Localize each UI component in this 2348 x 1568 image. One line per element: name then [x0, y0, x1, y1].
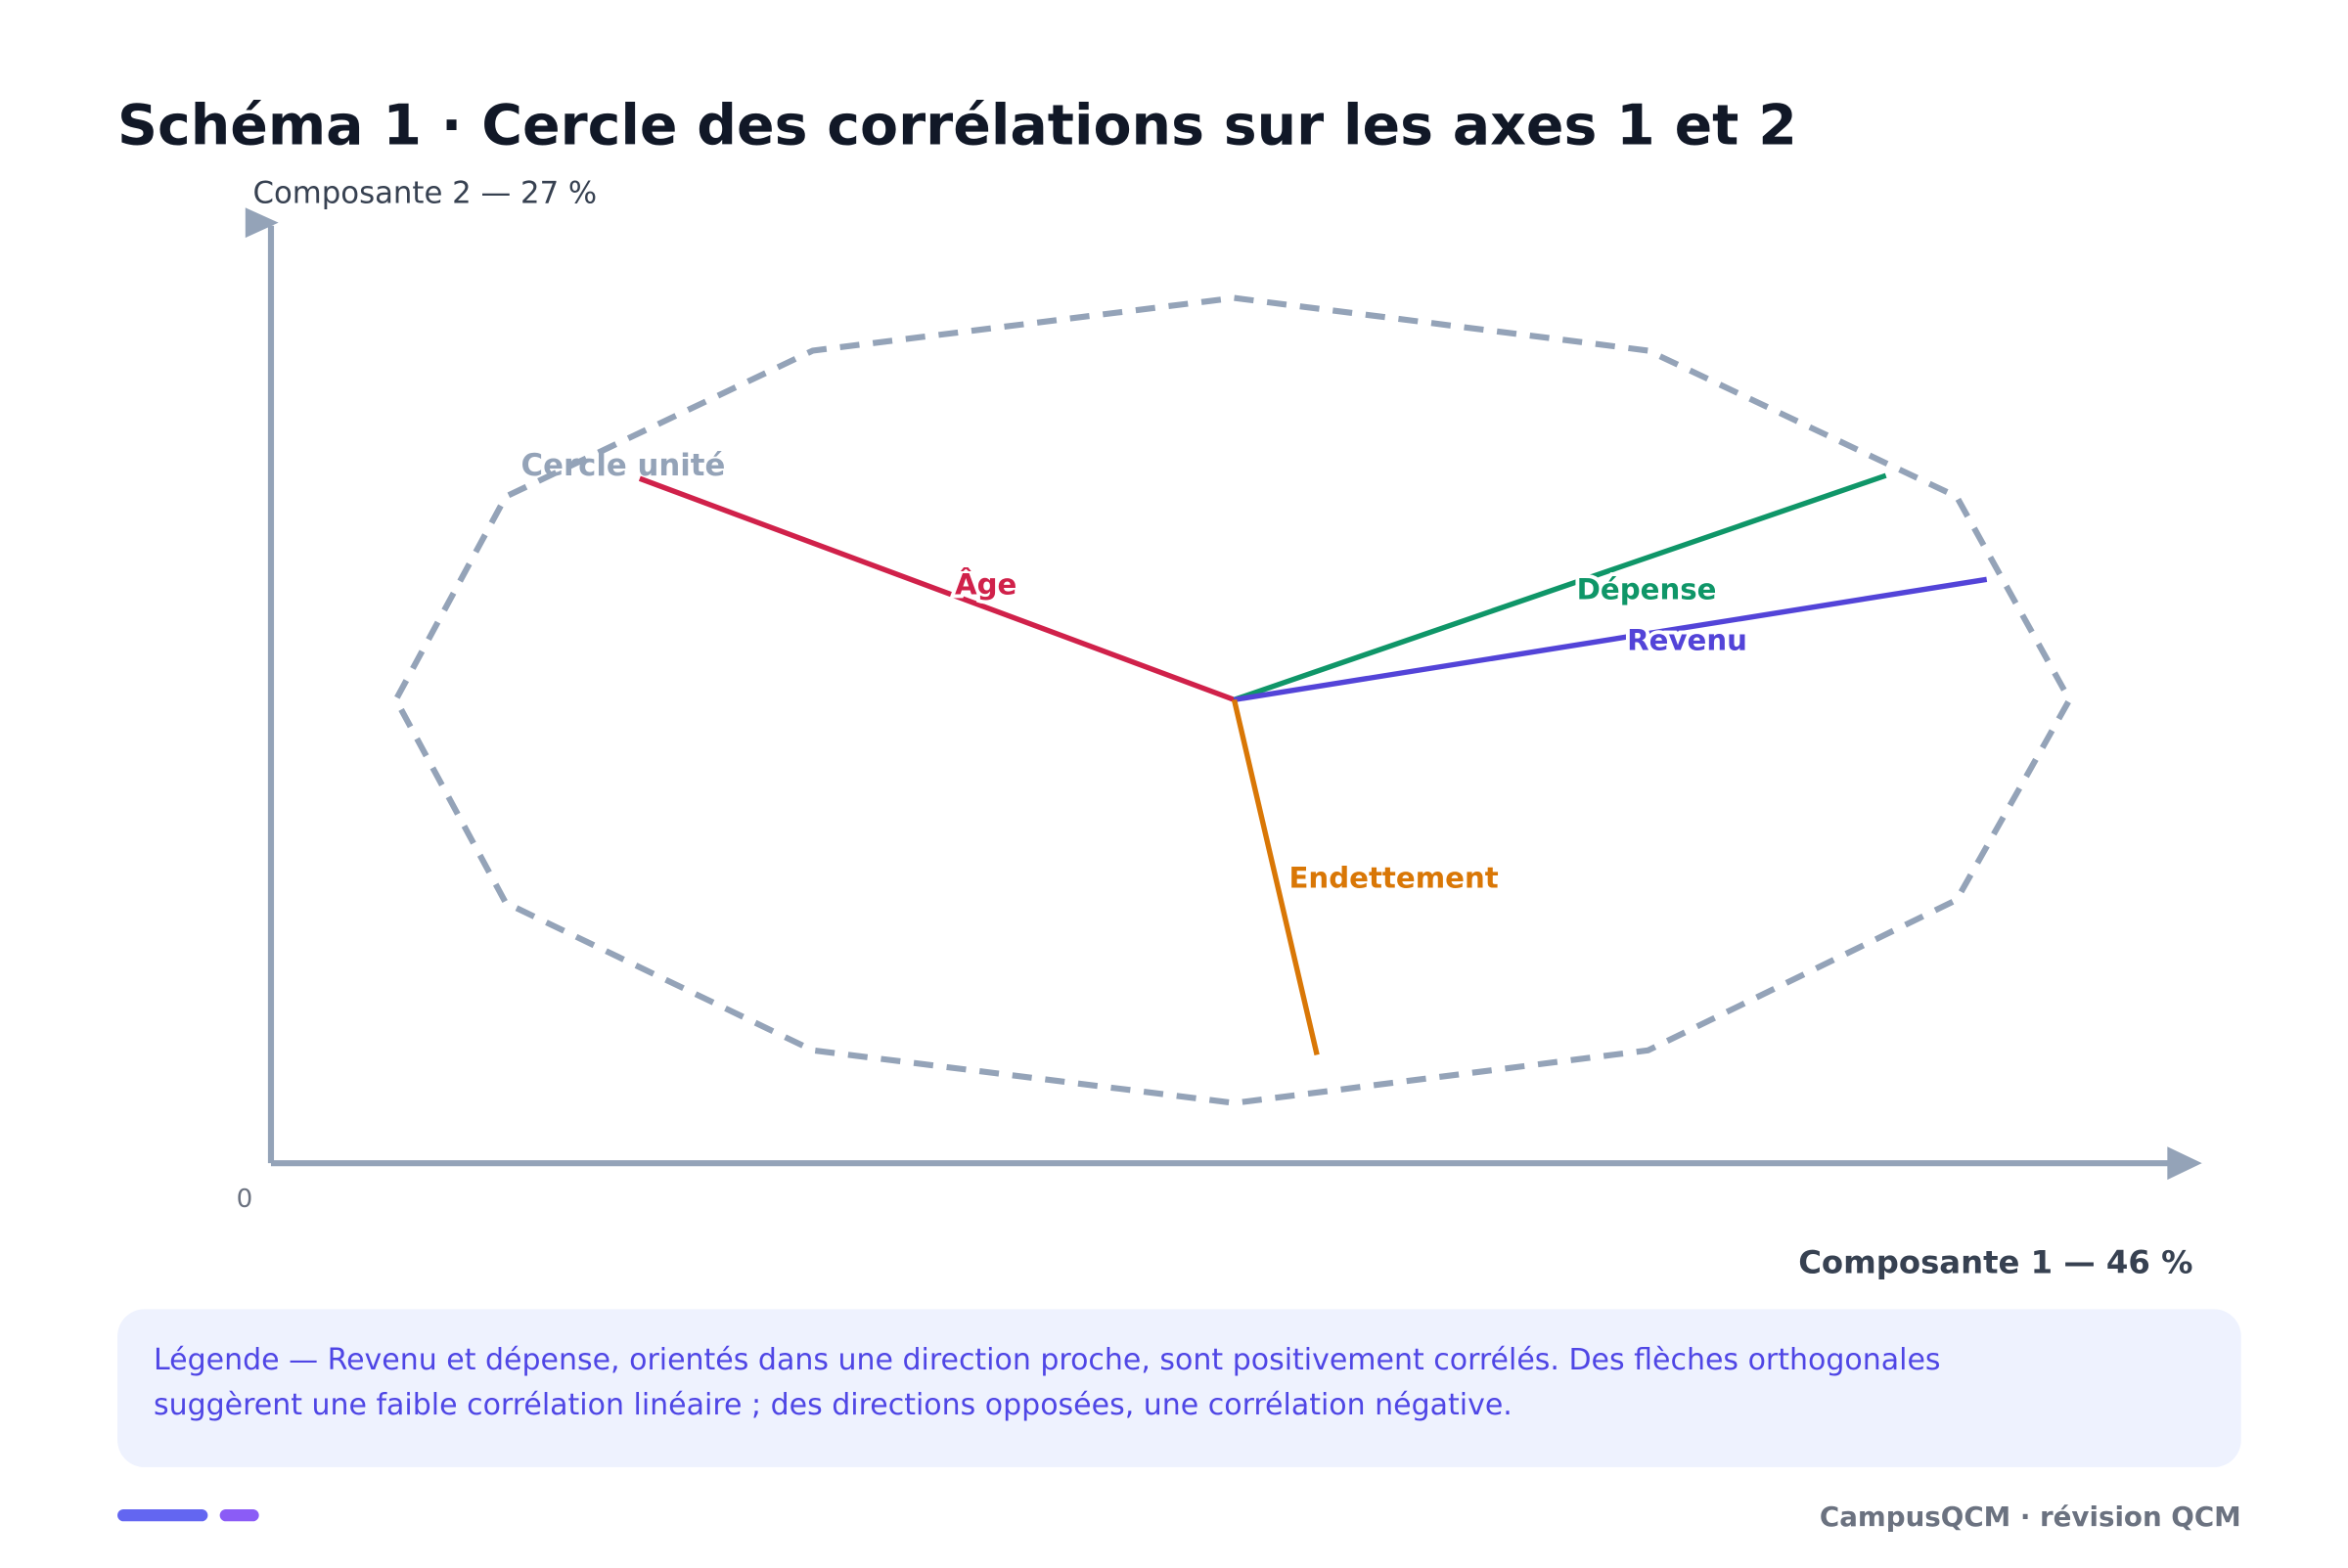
title: Schéma 1 · Cercle des corrélations sur l… — [117, 94, 1797, 158]
legend-text: Légende — Revenu et dépense, orientés da… — [154, 1343, 1941, 1377]
y-axis-arrow — [245, 207, 279, 239]
vector-label: Âge — [955, 568, 1016, 602]
legend-box — [117, 1309, 2241, 1467]
x-axis-arrow — [2167, 1146, 2202, 1181]
footer-pill — [219, 1509, 259, 1522]
x-axis-label: Composante 1 — 46 % — [1798, 1243, 2192, 1280]
vector-depense — [1233, 472, 1887, 702]
footer-pill — [117, 1509, 208, 1522]
legend-text: suggèrent une faible corrélation linéair… — [154, 1388, 1513, 1422]
y-axis-label: Composante 2 — 27 % — [253, 176, 598, 211]
origin-label: 0 — [237, 1185, 253, 1214]
vector-revenu — [1234, 576, 1988, 703]
vector-age — [638, 475, 1236, 702]
footer-brand: CampusQCM · révision QCM — [1820, 1501, 2241, 1533]
vector-endettement — [1231, 698, 1320, 1056]
circle-label: Cercle unité — [521, 448, 726, 483]
vector-label: Revenu — [1627, 624, 1747, 657]
vector-label: Dépense — [1577, 572, 1717, 605]
vector-label: Endettement — [1288, 862, 1498, 895]
